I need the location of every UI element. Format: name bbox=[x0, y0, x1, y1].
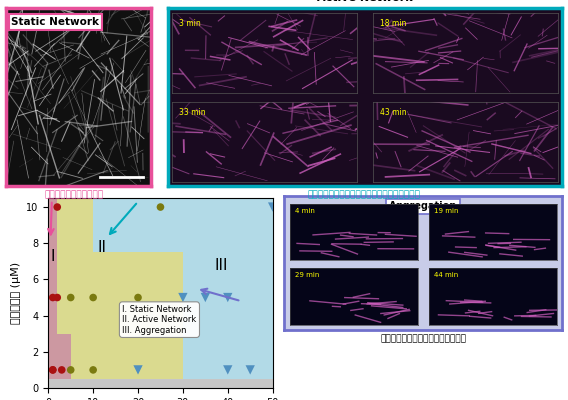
Point bbox=[201, 294, 210, 301]
Point bbox=[66, 367, 75, 373]
Point bbox=[48, 294, 57, 301]
Point bbox=[89, 294, 98, 301]
Point bbox=[133, 294, 143, 301]
Text: 直ちにクラスターへの分裂が生じる: 直ちにクラスターへの分裂が生じる bbox=[380, 334, 466, 343]
Text: I: I bbox=[51, 249, 55, 264]
Point bbox=[223, 294, 232, 301]
Polygon shape bbox=[93, 198, 273, 379]
Point bbox=[66, 294, 75, 301]
Point bbox=[156, 204, 165, 210]
Text: ネットワークの形成後に大域的な収縮が起こる: ネットワークの形成後に大域的な収縮が起こる bbox=[307, 190, 420, 199]
Text: Active Network: Active Network bbox=[317, 0, 413, 3]
Text: II: II bbox=[98, 240, 107, 255]
Point bbox=[178, 294, 187, 301]
Point bbox=[133, 367, 143, 373]
Text: Static Network: Static Network bbox=[11, 17, 99, 27]
Text: III: III bbox=[214, 258, 228, 273]
Point bbox=[57, 367, 66, 373]
Point bbox=[48, 367, 57, 373]
Y-axis label: 微小管濃度 (μM): 微小管濃度 (μM) bbox=[11, 262, 21, 324]
Point bbox=[48, 367, 57, 373]
Polygon shape bbox=[57, 198, 183, 379]
Polygon shape bbox=[48, 379, 273, 388]
Text: 安定した網目構造が形成: 安定した網目構造が形成 bbox=[44, 190, 103, 199]
Point bbox=[223, 367, 232, 373]
Text: Aggregation: Aggregation bbox=[389, 201, 457, 211]
Point bbox=[53, 204, 62, 210]
Point bbox=[89, 367, 98, 373]
Point bbox=[53, 294, 62, 301]
Point bbox=[246, 367, 255, 373]
Text: I. Static Network
II. Active Network
III. Aggregation: I. Static Network II. Active Network III… bbox=[122, 305, 197, 334]
Polygon shape bbox=[48, 198, 71, 379]
Point bbox=[268, 204, 277, 210]
